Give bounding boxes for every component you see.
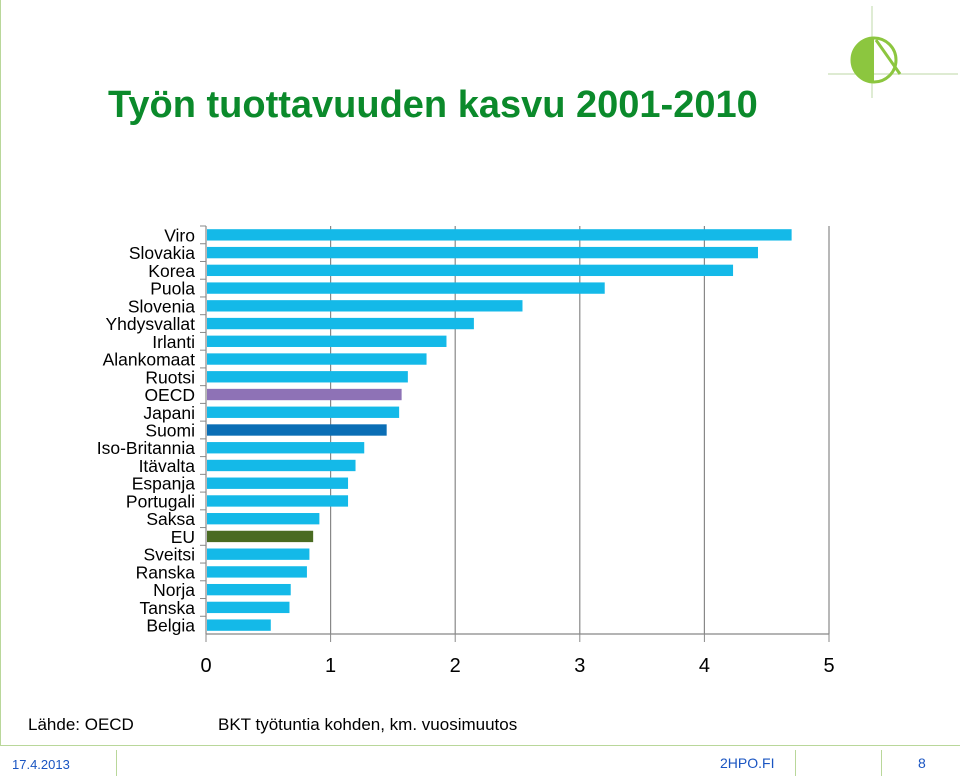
- bar: [207, 495, 349, 507]
- x-tick-label: 1: [325, 655, 336, 677]
- category-label: Slovenia: [128, 296, 195, 316]
- bar: [207, 530, 314, 543]
- logo-stroke: [874, 39, 902, 75]
- category-label: Tanska: [140, 598, 196, 618]
- logo-half-disc: [852, 38, 874, 82]
- bar: [207, 353, 427, 365]
- bar: [207, 282, 605, 294]
- category-label: Belgia: [146, 616, 195, 636]
- footer-divider: [0, 745, 960, 746]
- category-label: Japani: [143, 403, 195, 423]
- logo-ring: [850, 36, 898, 84]
- x-tick-label: 4: [699, 655, 710, 677]
- bar-chart: 0 1 2 3 4 5 ViroSlovakiaKoreaPuolaSloveniaYhdy…: [97, 225, 835, 677]
- bar: [207, 442, 365, 454]
- bar: [207, 601, 290, 614]
- bar: [207, 477, 349, 489]
- bar: [207, 388, 402, 401]
- bar: [207, 566, 307, 578]
- category-label: Portugali: [126, 491, 195, 511]
- bar: [207, 229, 792, 241]
- slide-title: Työn tuottavuuden kasvu 2001-2010: [108, 84, 758, 126]
- category-label: Iso-Britannia: [97, 438, 196, 458]
- category-label: Espanja: [132, 474, 196, 494]
- bar: [207, 246, 758, 259]
- footer-date: 17.4.2013: [12, 757, 70, 772]
- page-number: 8: [918, 755, 926, 771]
- footer-separator: [116, 750, 117, 776]
- category-label: Yhdysvallat: [106, 314, 196, 334]
- category-label: Puola: [150, 279, 195, 299]
- category-label: Ruotsi: [145, 367, 195, 387]
- bar: [207, 335, 447, 347]
- x-tick-label: 3: [574, 655, 585, 677]
- category-label: Korea: [148, 261, 195, 281]
- slide-border: [0, 0, 1, 745]
- bar: [207, 619, 271, 631]
- bar: [207, 317, 474, 330]
- category-label: OECD: [144, 385, 195, 405]
- bar: [207, 406, 400, 418]
- category-label: Sveitsi: [143, 545, 195, 565]
- category-label: EU: [171, 527, 195, 547]
- category-label: Suomi: [145, 421, 195, 441]
- category-label: Slovakia: [129, 243, 195, 263]
- category-label: Viro: [164, 225, 195, 245]
- source-label: Lähde: OECD: [28, 715, 134, 734]
- bar: [207, 583, 291, 596]
- footer-separator: [795, 750, 796, 776]
- category-label: Saksa: [146, 509, 195, 529]
- x-tick-label: 5: [823, 655, 834, 677]
- bar: [207, 459, 356, 472]
- category-label: Ranska: [136, 562, 196, 582]
- bar: [207, 371, 408, 383]
- category-label: Norja: [153, 580, 195, 600]
- bar: [207, 548, 310, 560]
- category-label: Itävalta: [139, 456, 196, 476]
- category-label: Alankomaat: [103, 350, 196, 370]
- footer-separator: [881, 750, 882, 776]
- bar: [207, 424, 387, 436]
- x-axis-label: BKT työtuntia kohden, km. vuosimuutos: [218, 715, 518, 734]
- logo: [828, 6, 958, 98]
- footer-site-link[interactable]: 2HPO.FI: [720, 755, 775, 771]
- category-label: Irlanti: [152, 332, 195, 352]
- bar: [207, 264, 734, 277]
- x-tick-label: 0: [200, 655, 211, 677]
- bar: [207, 513, 320, 525]
- x-tick-label: 2: [450, 655, 461, 677]
- bar: [207, 300, 523, 312]
